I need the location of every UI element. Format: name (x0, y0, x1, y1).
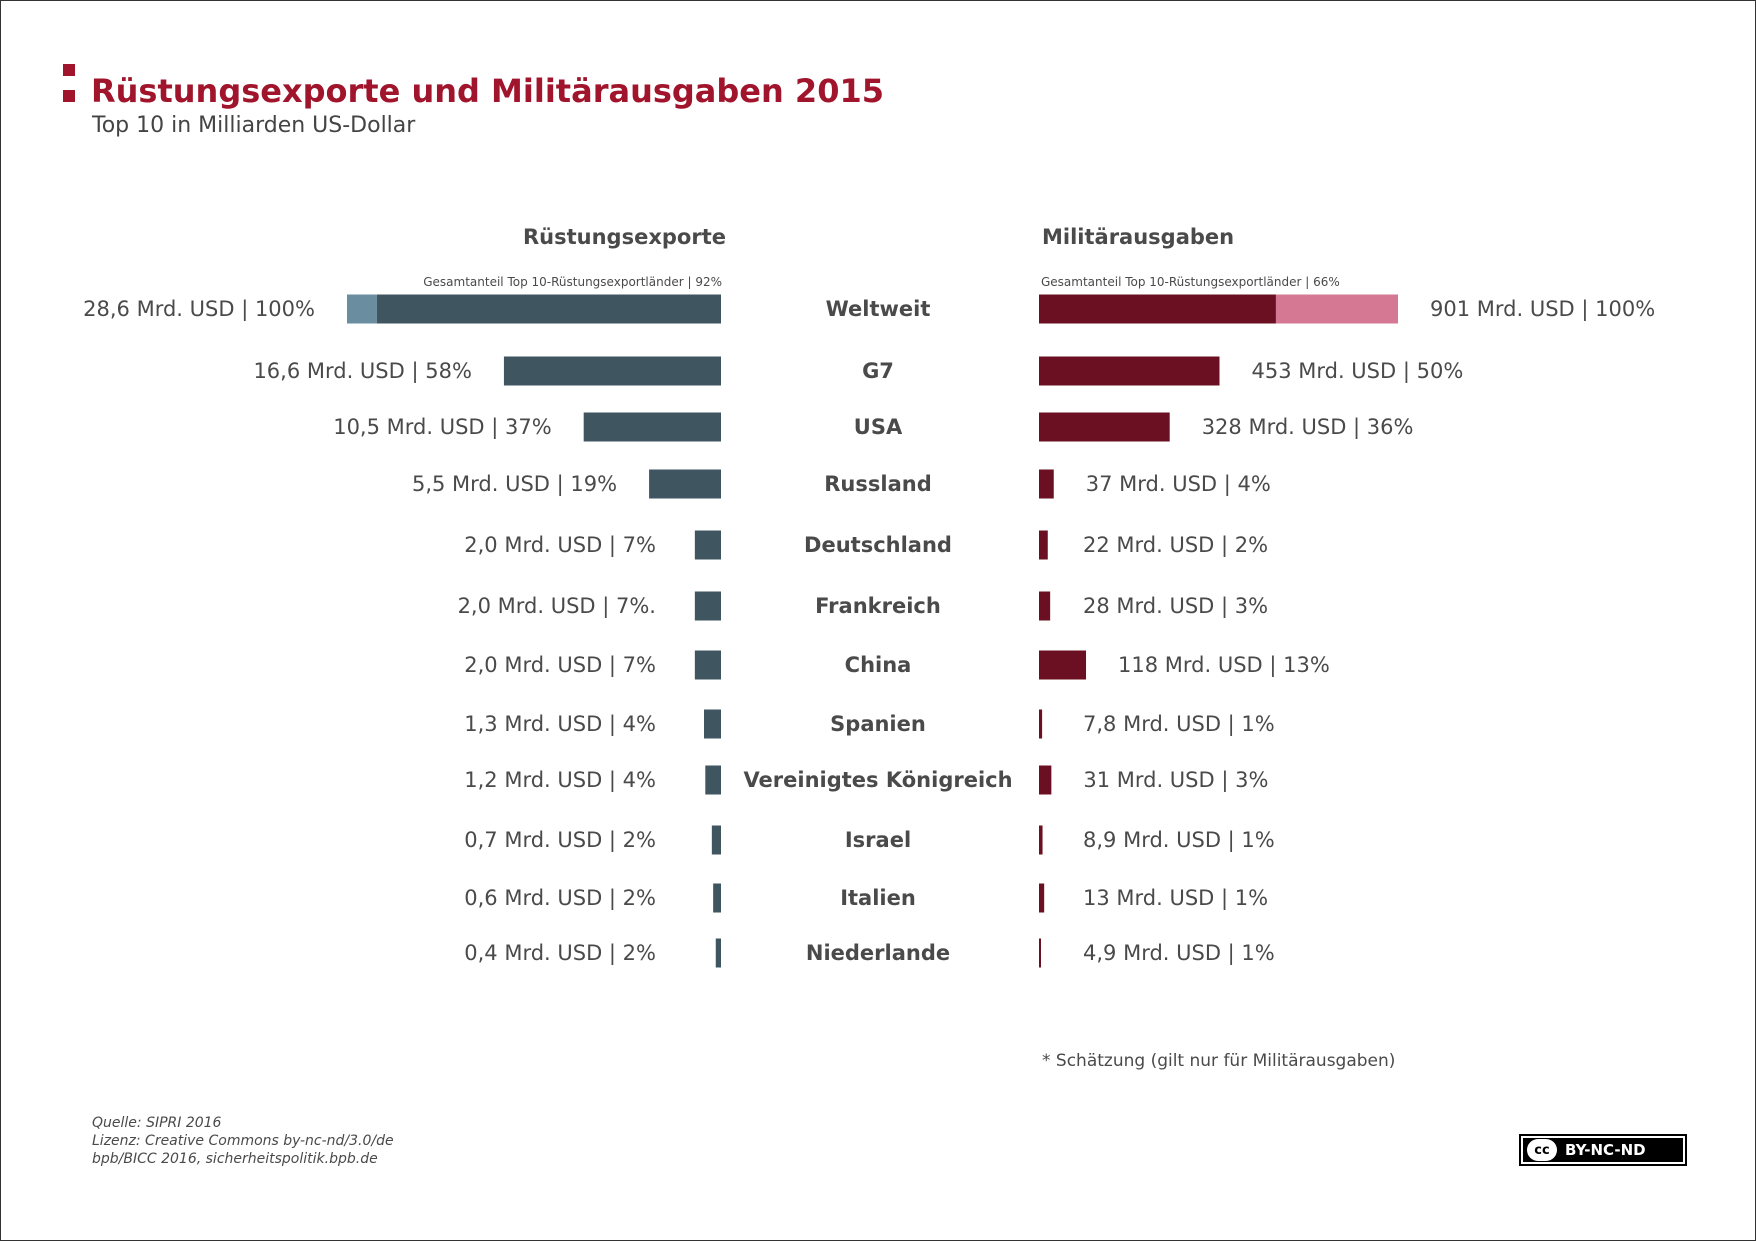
export-bar (705, 765, 721, 795)
spend-value-label: 7,8 Mrd. USD | 1% (1083, 712, 1275, 737)
export-value-label: 5,5 Mrd. USD | 19% (412, 472, 617, 497)
export-bar (711, 825, 721, 855)
cc-license-badge[interactable]: cc BY-NC-ND (1519, 1134, 1687, 1166)
spend-bar (1039, 356, 1220, 386)
export-value-label: 1,2 Mrd. USD | 4% (464, 768, 656, 793)
spend-bar (1039, 650, 1087, 680)
category-label: Niederlande (806, 941, 950, 965)
export-value-label: 10,5 Mrd. USD | 37% (333, 415, 551, 440)
spend-value-label: 28 Mrd. USD | 3% (1083, 594, 1268, 619)
spend-value-label: 8,9 Mrd. USD | 1% (1083, 828, 1275, 853)
category-label: China (845, 653, 912, 677)
spend-value-label: 118 Mrd. USD | 13% (1118, 653, 1330, 678)
spend-value-label: 328 Mrd. USD | 36% (1202, 415, 1414, 440)
export-bar-rest (347, 294, 377, 324)
spend-bar-top10 (1039, 294, 1276, 324)
category-label: G7 (862, 359, 894, 383)
spend-value-label: 37 Mrd. USD | 4% (1086, 472, 1271, 497)
export-value-label: 16,6 Mrd. USD | 58% (253, 359, 471, 384)
title-marker-bottom (63, 90, 75, 102)
export-bar (715, 938, 721, 968)
exports-heading: Rüstungsexporte (523, 225, 726, 249)
spend-bar (1039, 765, 1052, 795)
spend-bar (1039, 591, 1051, 621)
export-value-label: 1,3 Mrd. USD | 4% (464, 712, 656, 737)
category-label: Spanien (830, 712, 926, 736)
spend-value-label: 31 Mrd. USD | 3% (1083, 768, 1268, 793)
spend-bar-rest (1275, 294, 1398, 324)
export-bar (583, 412, 721, 442)
footnote: * Schätzung (gilt nur für Militärausgabe… (1042, 1051, 1396, 1071)
export-value-label: 2,0 Mrd. USD | 7% (464, 533, 656, 558)
spend-bar (1039, 412, 1170, 442)
export-value-label: 2,0 Mrd. USD | 7%. (458, 594, 656, 619)
export-bar (649, 469, 721, 499)
category-label: USA (854, 415, 903, 439)
license-badge-text: BY-NC-ND (1565, 1141, 1646, 1159)
spend-bar (1039, 883, 1045, 913)
title-marker-top (63, 64, 75, 76)
spend-bar (1039, 938, 1041, 968)
category-label: Vereinigtes Königreich (743, 768, 1012, 792)
license-line: Lizenz: Creative Commons by-nc-nd/3.0/de (92, 1133, 394, 1149)
spend-value-label: 22 Mrd. USD | 2% (1083, 533, 1268, 558)
spend-bar (1039, 530, 1048, 560)
spend-bar (1039, 709, 1043, 739)
spending-heading: Militärausgaben (1042, 225, 1235, 249)
chart-title: Rüstungsexporte und Militärausgaben 2015 (91, 72, 884, 110)
export-value-label: 0,7 Mrd. USD | 2% (464, 828, 656, 853)
export-value-label: 0,6 Mrd. USD | 2% (464, 886, 656, 911)
chart-subtitle: Top 10 in Milliarden US-Dollar (92, 113, 416, 138)
export-value-label: 0,4 Mrd. USD | 2% (464, 941, 656, 966)
export-bar (713, 883, 721, 913)
category-label: Israel (845, 828, 911, 852)
category-label: Frankreich (815, 594, 941, 618)
export-bar-top10 (376, 294, 721, 324)
exports-share-note: Gesamtanteil Top 10-Rüstungsexportländer… (423, 275, 722, 289)
publisher-line: bpb/BICC 2016, sicherheitspolitik.bpb.de (92, 1151, 378, 1167)
export-value-label: 2,0 Mrd. USD | 7% (464, 653, 656, 678)
spend-value-label: 13 Mrd. USD | 1% (1083, 886, 1268, 911)
category-label: Russland (824, 472, 931, 496)
spend-value-label: 4,9 Mrd. USD | 1% (1083, 941, 1275, 966)
export-bar (503, 356, 721, 386)
export-bar (694, 591, 721, 621)
cc-icon: cc (1527, 1139, 1557, 1161)
export-bar (694, 650, 721, 680)
export-bar (694, 530, 721, 560)
spend-bar (1039, 825, 1043, 855)
category-label: Italien (840, 886, 916, 910)
export-value-label: 28,6 Mrd. USD | 100% (83, 297, 315, 322)
spend-value-label: 453 Mrd. USD | 50% (1251, 359, 1463, 384)
source-block: Quelle: SIPRI 2016 Lizenz: Creative Comm… (92, 1114, 394, 1168)
spending-share-note: Gesamtanteil Top 10-Rüstungsexportländer… (1041, 275, 1340, 289)
export-bar (704, 709, 721, 739)
source-line: Quelle: SIPRI 2016 (92, 1115, 222, 1131)
category-label: Weltweit (826, 297, 931, 321)
spend-value-label: 901 Mrd. USD | 100% (1430, 297, 1655, 322)
category-label: Deutschland (804, 533, 952, 557)
spend-bar (1039, 469, 1054, 499)
